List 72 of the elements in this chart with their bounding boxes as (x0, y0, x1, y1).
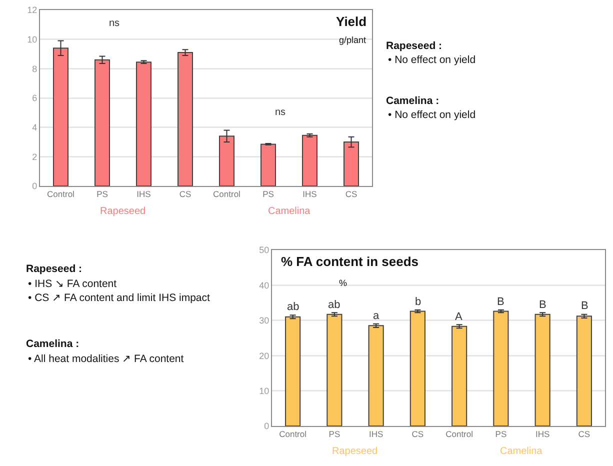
chart-title: Yield (336, 14, 367, 29)
x-tick-label: PS (495, 429, 507, 440)
bar (326, 314, 342, 426)
bar (136, 62, 152, 186)
x-tick-label: CS (345, 189, 358, 200)
x-tick-label: IHS (136, 189, 152, 200)
x-tick-label: IHS (302, 189, 318, 200)
series-label: Camelina (268, 206, 311, 217)
x-tick-label: CS (412, 429, 424, 440)
bar (218, 136, 235, 186)
x-tick-label: Control (213, 189, 241, 200)
chart-title: % FA content in seeds (281, 254, 418, 269)
y-tick-label: 30 (259, 316, 270, 326)
y-tick-label: 10 (259, 386, 270, 396)
bar (452, 326, 468, 426)
bar (368, 325, 384, 426)
x-tick-label: IHS (368, 429, 384, 440)
data-label: B (581, 300, 588, 312)
y-tick-label: 2 (32, 152, 38, 162)
text: • IHS ↘ FA content (28, 277, 118, 290)
y-tick-label: 40 (259, 280, 270, 290)
data-label: b (415, 296, 422, 308)
y-tick-label: 50 (259, 245, 270, 256)
data-label: ab (287, 301, 300, 313)
x-tick-label: IHS (535, 429, 550, 440)
bar (343, 142, 360, 186)
series-label: Rapeseed (100, 206, 146, 217)
x-tick-label: Control (446, 429, 474, 440)
series-label: Camelina (500, 446, 543, 457)
text: • No effect on yield (388, 109, 477, 121)
text: g/plant (339, 35, 367, 45)
y-tick-label: 10 (27, 34, 38, 44)
bar (493, 310, 509, 426)
x-tick-label: PS (96, 189, 108, 200)
text: Rapeseed : (26, 263, 84, 275)
data-label: A (455, 311, 463, 323)
bar (260, 144, 276, 186)
y-tick-label: 12 (27, 5, 38, 16)
text: • CS ↗ FA content and limit IHS impact (28, 291, 211, 304)
bar (94, 59, 110, 186)
text: Camelina : (386, 95, 440, 107)
annotation: ns (109, 18, 120, 29)
bar (302, 134, 318, 186)
bar (410, 310, 426, 426)
bar (177, 52, 194, 186)
y-tick-label: 8 (32, 64, 38, 74)
annotation: ns (275, 107, 286, 118)
y-tick-label: 6 (32, 93, 38, 104)
y-tick-label: 4 (32, 122, 38, 132)
x-tick-label: Control (47, 189, 75, 200)
text: • No effect on yield (388, 54, 477, 66)
data-label: ab (328, 299, 340, 311)
text: % (339, 278, 348, 288)
text: • All heat modalities ↗ FA content (28, 352, 185, 365)
bar (534, 314, 550, 426)
bar (52, 48, 69, 186)
text: Rapeseed : (386, 40, 444, 52)
x-tick-label: Control (279, 429, 307, 440)
x-tick-label: PS (262, 189, 274, 200)
bar (576, 316, 592, 426)
bar (285, 316, 301, 426)
y-tick-label: 0 (32, 181, 38, 192)
series-label: Rapeseed (332, 446, 378, 457)
x-tick-label: PS (328, 429, 340, 440)
y-tick-label: 20 (259, 350, 270, 361)
data-label: a (373, 310, 380, 322)
text: Camelina : (26, 338, 80, 350)
y-tick-label: 0 (264, 421, 270, 432)
x-tick-label: CS (179, 189, 192, 200)
x-tick-label: CS (578, 429, 590, 440)
data-label: B (539, 299, 546, 311)
data-label: B (497, 296, 504, 308)
